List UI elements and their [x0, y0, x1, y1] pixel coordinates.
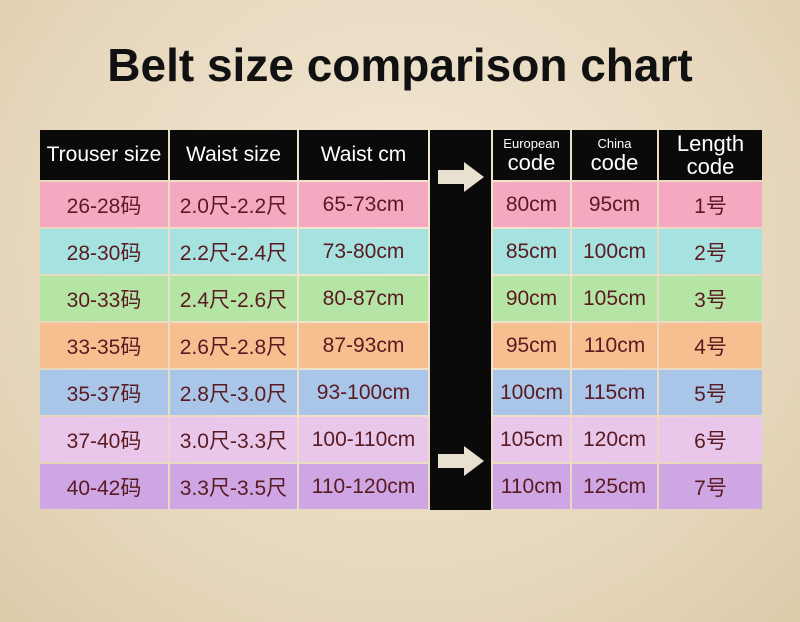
table-cell: 5号 [659, 370, 762, 415]
header-text: code [590, 150, 639, 175]
header-text: Waist cm [320, 143, 407, 166]
table-cell: 110cm [493, 464, 570, 509]
table-cell: 85cm [493, 229, 570, 274]
table-cell: 80-87cm [299, 276, 428, 321]
table-cell: 100-110cm [299, 417, 428, 462]
table-cell: 3号 [659, 276, 762, 321]
table-cell: 73-80cm [299, 229, 428, 274]
table-cell: 2.4尺-2.6尺 [170, 276, 297, 321]
table-cell: 30-33码 [40, 276, 168, 321]
table-cell: 28-30码 [40, 229, 168, 274]
table-cell: 2.8尺-3.0尺 [170, 370, 297, 415]
table-cell: 4号 [659, 323, 762, 368]
arrow-column [430, 130, 491, 510]
table-cell: 2.0尺-2.2尺 [170, 182, 297, 227]
table-cell: 87-93cm [299, 323, 428, 368]
table-cell: 3.3尺-3.5尺 [170, 464, 297, 509]
page-title: Belt size comparison chart [107, 39, 693, 91]
header-text: code [686, 154, 735, 179]
table-cell: 100cm [572, 229, 657, 274]
table-cell: 37-40码 [40, 417, 168, 462]
table-cell: 105cm [572, 276, 657, 321]
table-cell: 35-37码 [40, 370, 168, 415]
header-text: Waist size [186, 143, 281, 166]
table-cell: 1号 [659, 182, 762, 227]
table-cell: 33-35码 [40, 323, 168, 368]
header-text: Length [676, 131, 745, 156]
table-cell: 26-28码 [40, 182, 168, 227]
header-text: China [597, 136, 632, 151]
table-cell: 2.2尺-2.4尺 [170, 229, 297, 274]
table-cell: 115cm [572, 370, 657, 415]
table-cell: 65-73cm [299, 182, 428, 227]
header-text: Trouser size [46, 143, 162, 166]
table-cell: 80cm [493, 182, 570, 227]
column-header: European code [493, 130, 570, 180]
table-cell: 95cm [572, 182, 657, 227]
column-header: Waist size [170, 130, 297, 180]
header-text: code [507, 150, 556, 175]
table-cell: 120cm [572, 417, 657, 462]
table-cell: 105cm [493, 417, 570, 462]
size-table: Trouser size Waist size Waist cm European co… [40, 130, 762, 510]
arrow-right-icon [438, 162, 484, 192]
column-header: China code [572, 130, 657, 180]
arrow-right-icon [438, 446, 484, 476]
table-cell: 93-100cm [299, 370, 428, 415]
table-cell: 95cm [493, 323, 570, 368]
header-text: European [503, 136, 560, 151]
table-cell: 2号 [659, 229, 762, 274]
table-cell: 40-42码 [40, 464, 168, 509]
table-cell: 110-120cm [299, 464, 428, 509]
table-cell: 90cm [493, 276, 570, 321]
table-cell: 125cm [572, 464, 657, 509]
table-cell: 110cm [572, 323, 657, 368]
table-cell: 2.6尺-2.8尺 [170, 323, 297, 368]
column-header: Length code [659, 130, 762, 180]
table-cell: 100cm [493, 370, 570, 415]
table-cell: 6号 [659, 417, 762, 462]
column-header: Trouser size [40, 130, 168, 180]
column-header: Waist cm [299, 130, 428, 180]
table-cell: 3.0尺-3.3尺 [170, 417, 297, 462]
table-cell: 7号 [659, 464, 762, 509]
